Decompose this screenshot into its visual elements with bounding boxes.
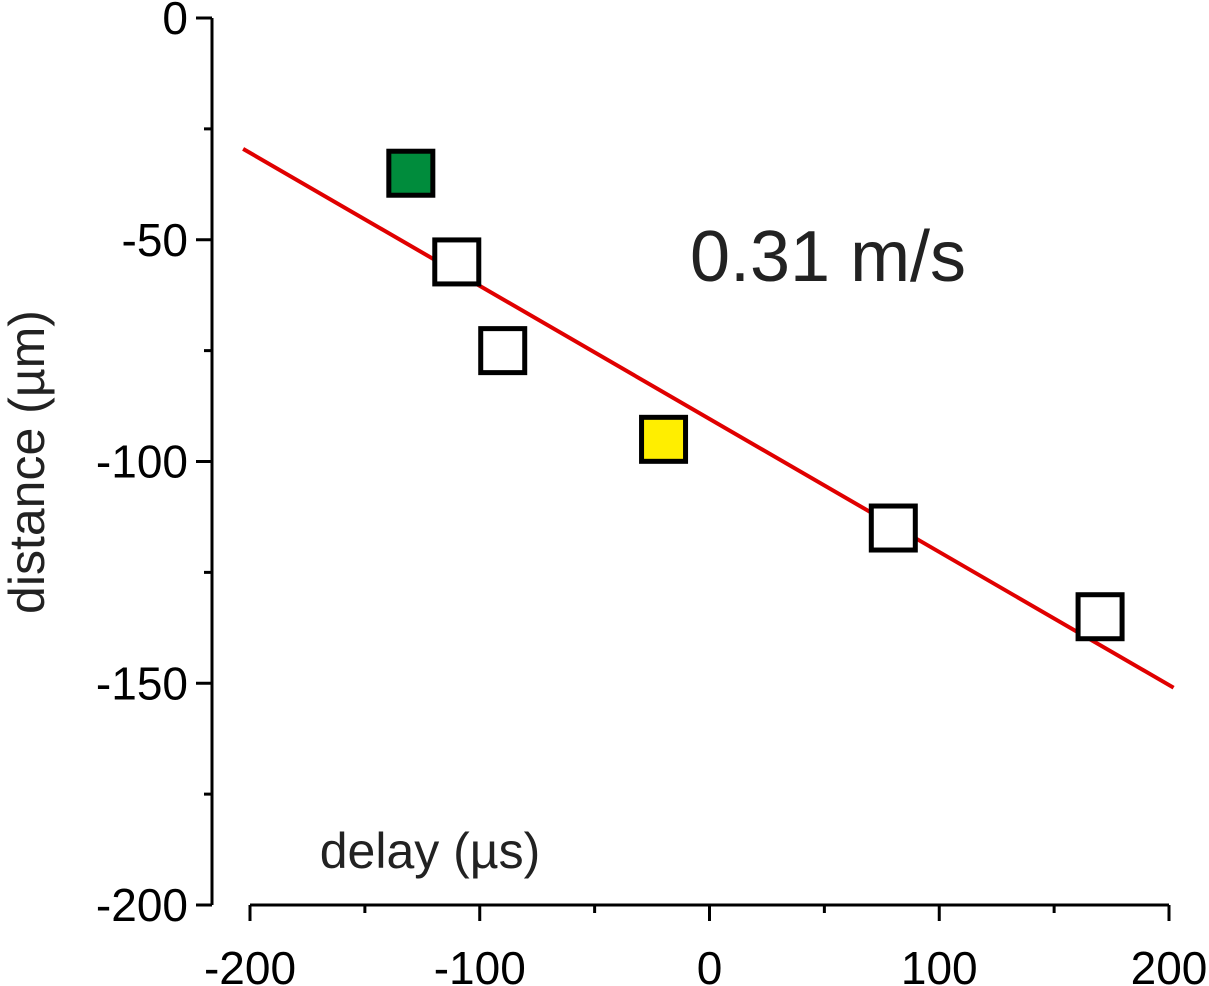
fit-line [242, 147, 1175, 690]
x-tick-label-4: 200 [1131, 942, 1208, 986]
data-point-5 [1075, 592, 1125, 642]
y-axis: 0 -50 -100 -150 -200 [96, 0, 214, 931]
x-tick-label-3: 100 [901, 942, 978, 986]
y-tick-label-4: -200 [96, 879, 188, 931]
y-tick-label-3: -150 [96, 657, 188, 709]
y-axis-title: distance (µm) [0, 310, 55, 614]
x-axis: -200 -100 0 100 200 [204, 903, 1208, 986]
data-points [386, 148, 1125, 642]
fit-line-group [242, 147, 1175, 690]
data-point-4 [868, 503, 918, 553]
y-tick-label-1: -50 [122, 214, 188, 266]
data-point-1 [432, 237, 482, 287]
x-axis-title: delay (µs) [320, 823, 541, 879]
data-point-0 [386, 148, 436, 198]
y-tick-label-2: -100 [96, 436, 188, 488]
x-tick-label-2: 0 [697, 942, 723, 986]
data-point-3 [639, 414, 689, 464]
annotation-speed: 0.31 m/s [690, 217, 966, 297]
x-tick-label-0: -200 [204, 942, 296, 986]
x-tick-label-1: -100 [434, 942, 526, 986]
data-point-2 [478, 326, 528, 376]
y-tick-label-0: 0 [162, 0, 188, 44]
